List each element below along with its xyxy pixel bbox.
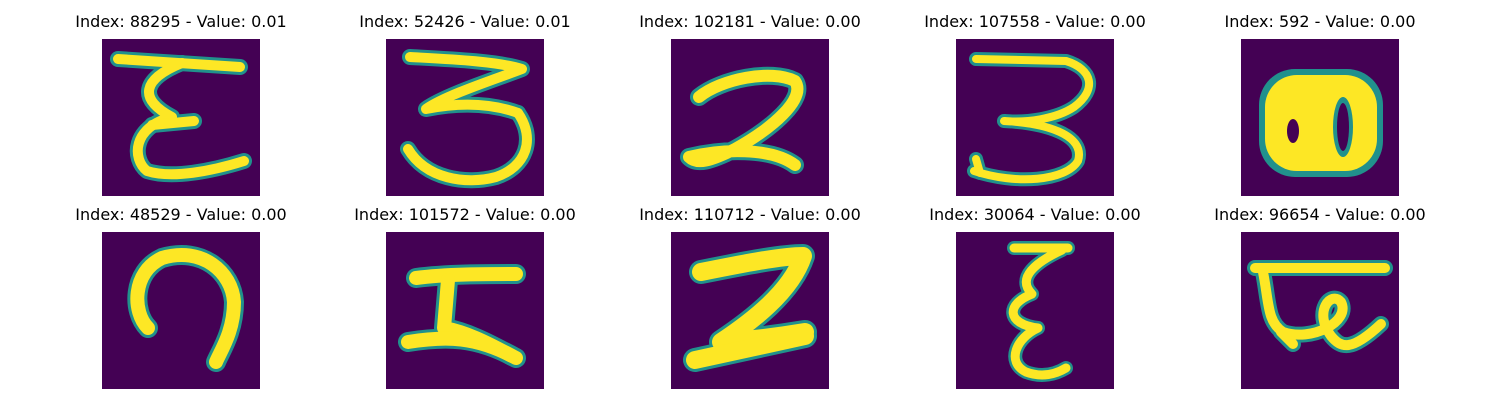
panel-title: Index: 102181 - Value: 0.00 [639, 12, 861, 31]
panel-9: Index: 30064 - Value: 0.00 [890, 205, 1180, 395]
panel-2: Index: 52426 - Value: 0.01 [320, 12, 610, 202]
panel-title: Index: 107558 - Value: 0.00 [924, 12, 1146, 31]
digit-image [1241, 232, 1399, 389]
panel-6: Index: 48529 - Value: 0.00 [36, 205, 326, 395]
digit-image [956, 232, 1114, 389]
digit-image [102, 232, 260, 389]
panel-title: Index: 30064 - Value: 0.00 [929, 205, 1141, 224]
panel-5: Index: 592 - Value: 0.00 [1175, 12, 1465, 202]
panel-1: Index: 88295 - Value: 0.01 [36, 12, 326, 202]
digit-image [671, 39, 829, 196]
digit-image [386, 39, 544, 196]
panel-4: Index: 107558 - Value: 0.00 [890, 12, 1180, 202]
panel-7: Index: 101572 - Value: 0.00 [320, 205, 610, 395]
panel-title: Index: 88295 - Value: 0.01 [75, 12, 287, 31]
digit-image [956, 39, 1114, 196]
panel-title: Index: 52426 - Value: 0.01 [359, 12, 571, 31]
panel-title: Index: 101572 - Value: 0.00 [354, 205, 576, 224]
panel-3: Index: 102181 - Value: 0.00 [605, 12, 895, 202]
panel-title: Index: 592 - Value: 0.00 [1224, 12, 1416, 31]
digit-image [102, 39, 260, 196]
digit-image [1241, 39, 1399, 196]
panel-title: Index: 110712 - Value: 0.00 [639, 205, 861, 224]
panel-title: Index: 96654 - Value: 0.00 [1214, 205, 1426, 224]
panel-10: Index: 96654 - Value: 0.00 [1175, 205, 1465, 395]
panel-8: Index: 110712 - Value: 0.00 [605, 205, 895, 395]
digit-image [386, 232, 544, 389]
panel-title: Index: 48529 - Value: 0.00 [75, 205, 287, 224]
digit-image [671, 232, 829, 389]
